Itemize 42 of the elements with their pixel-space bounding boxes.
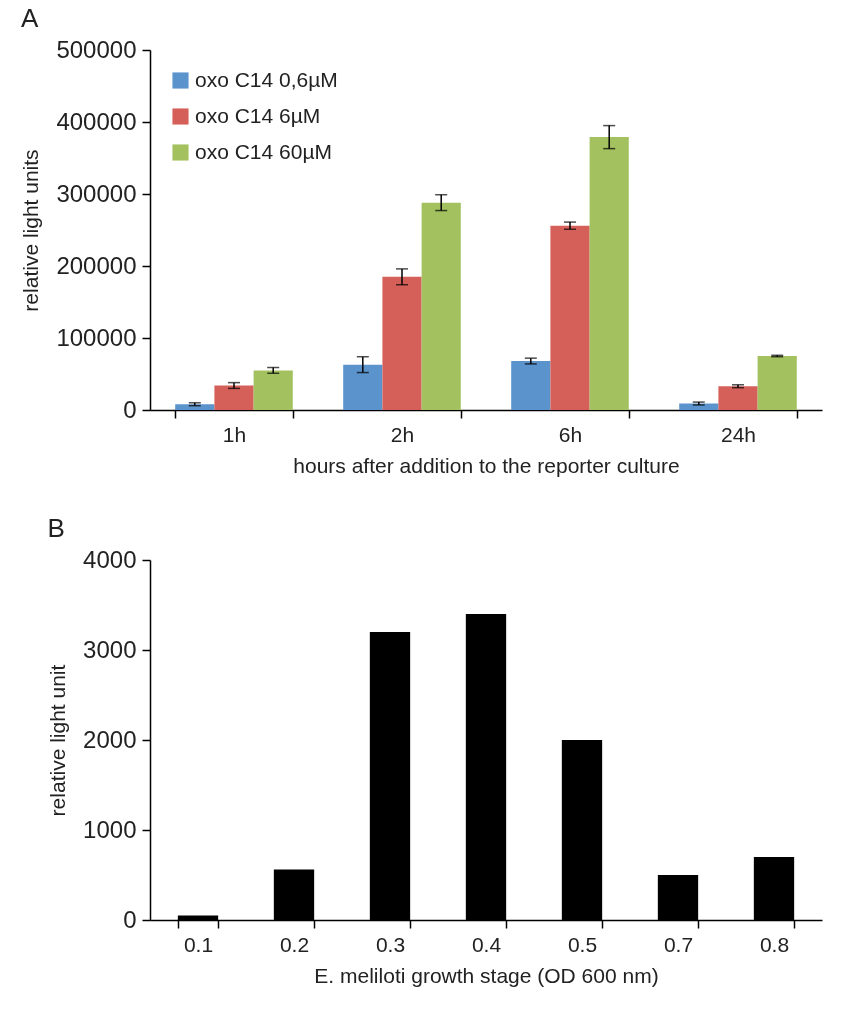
y-tick-label: 2000 [83,725,137,753]
y-tick-label: 400000 [56,107,137,135]
bar [589,137,629,410]
y-axis-title: relative light unit [46,664,70,817]
x-tick-label: 0.8 [759,932,790,956]
y-axis-title: relative light units [19,149,43,312]
y-tick-label: 0 [123,395,137,423]
y-tick-label: 500000 [56,35,137,63]
x-tick-label: 24h [720,422,757,446]
bar [253,370,293,410]
y-tick-label: 200000 [56,251,137,279]
y-tick-label: 1000 [83,815,137,843]
legend-label: oxo C14 6µM [195,103,321,127]
x-tick-label: 0.4 [471,932,502,956]
bar [757,356,797,410]
x-tick-label: 0.3 [375,932,406,956]
x-axis-title: hours after addition to the reporter culture [293,453,680,477]
bar [421,202,461,410]
x-tick-label: 0.2 [279,932,310,956]
y-tick-label: 4000 [83,545,137,573]
x-tick-label: 0.5 [567,932,598,956]
bar [214,385,254,410]
bar [343,364,383,410]
y-tick-label: 0 [123,905,137,933]
text: A [20,3,39,33]
x-tick-label: 6h [558,422,583,446]
x-tick-label: 0.7 [663,932,694,956]
bar [511,361,551,410]
x-tick-label: 2h [390,422,415,446]
legend-label: oxo C14 60µM [195,139,333,163]
x-tick-label: 0.1 [183,932,214,956]
bar [382,276,422,410]
bar [718,386,758,410]
x-axis-title: E. meliloti growth stage (OD 600 nm) [314,963,659,987]
y-tick-label: 300000 [56,179,137,207]
legend-label: oxo C14 0,6µM [195,67,338,91]
y-tick-label: 3000 [83,635,137,663]
bar [550,225,590,410]
y-tick-label: 100000 [56,323,137,351]
text: B [47,513,65,543]
x-tick-label: 1h [222,422,247,446]
bar [175,404,215,410]
